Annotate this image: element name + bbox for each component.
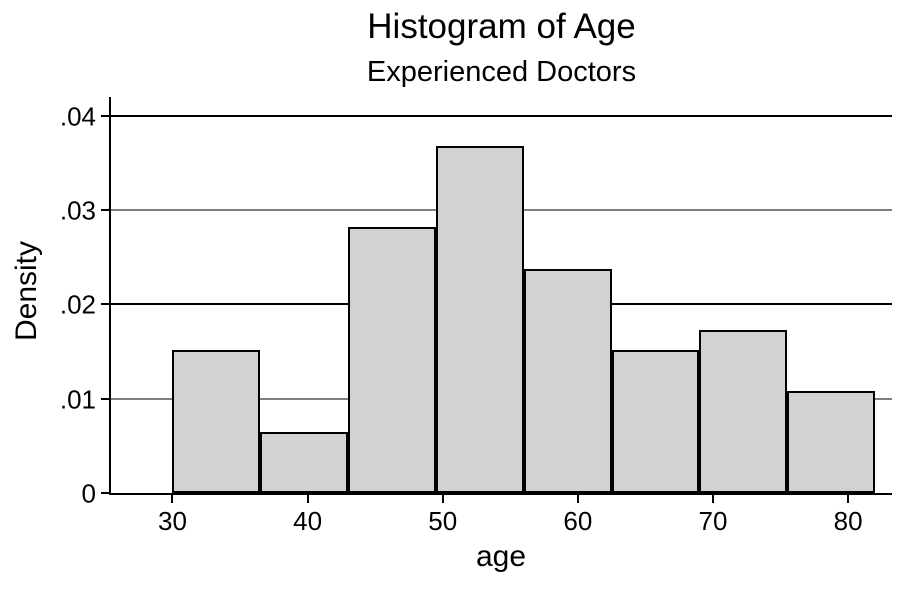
histogram-bar <box>172 349 261 493</box>
x-tick-label: 60 <box>563 506 593 536</box>
x-tick-label: 80 <box>833 506 863 536</box>
x-tick-mark <box>576 495 579 503</box>
histogram-bar <box>260 431 349 493</box>
y-tick-label: .01 <box>59 384 96 415</box>
x-tick-label: 40 <box>293 506 323 536</box>
x-axis-title: age <box>475 540 527 573</box>
y-tick-label: .04 <box>59 101 96 132</box>
histogram-bar <box>523 268 612 493</box>
histogram-bar <box>611 349 700 493</box>
x-tick-label: 50 <box>428 506 458 536</box>
y-axis-line <box>109 97 111 495</box>
chart-subtitle: Experienced Doctors <box>366 56 637 88</box>
histogram-bar <box>787 391 876 493</box>
gridline <box>111 114 892 117</box>
histogram-bar <box>348 227 436 493</box>
y-tick-label: .03 <box>59 195 96 226</box>
y-tick-mark <box>101 492 109 494</box>
x-tick-label: 70 <box>698 506 728 536</box>
y-tick-mark <box>101 303 109 306</box>
x-tick-mark <box>711 495 714 503</box>
y-tick-label: .02 <box>59 289 96 320</box>
x-tick-mark <box>171 495 174 503</box>
y-tick-mark <box>101 209 109 212</box>
x-tick-mark <box>847 495 850 503</box>
x-axis-line <box>109 493 892 495</box>
x-tick-mark <box>441 495 444 503</box>
histogram-bar <box>435 146 524 493</box>
chart-title: Histogram of Age <box>367 7 636 46</box>
plot-area: 0 .01 .02 .03 .04 30 40 50 60 70 80 <box>60 97 892 536</box>
y-axis-title: Density <box>10 240 43 342</box>
y-tick-label: 0 <box>81 478 96 509</box>
histogram-bar <box>699 329 788 493</box>
y-tick-mark <box>101 397 109 400</box>
y-tick-mark <box>101 114 109 117</box>
x-tick-mark <box>306 495 309 503</box>
x-tick-label: 30 <box>158 506 187 536</box>
